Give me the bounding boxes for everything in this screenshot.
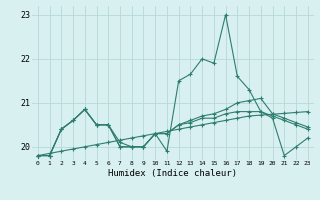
X-axis label: Humidex (Indice chaleur): Humidex (Indice chaleur) bbox=[108, 169, 237, 178]
